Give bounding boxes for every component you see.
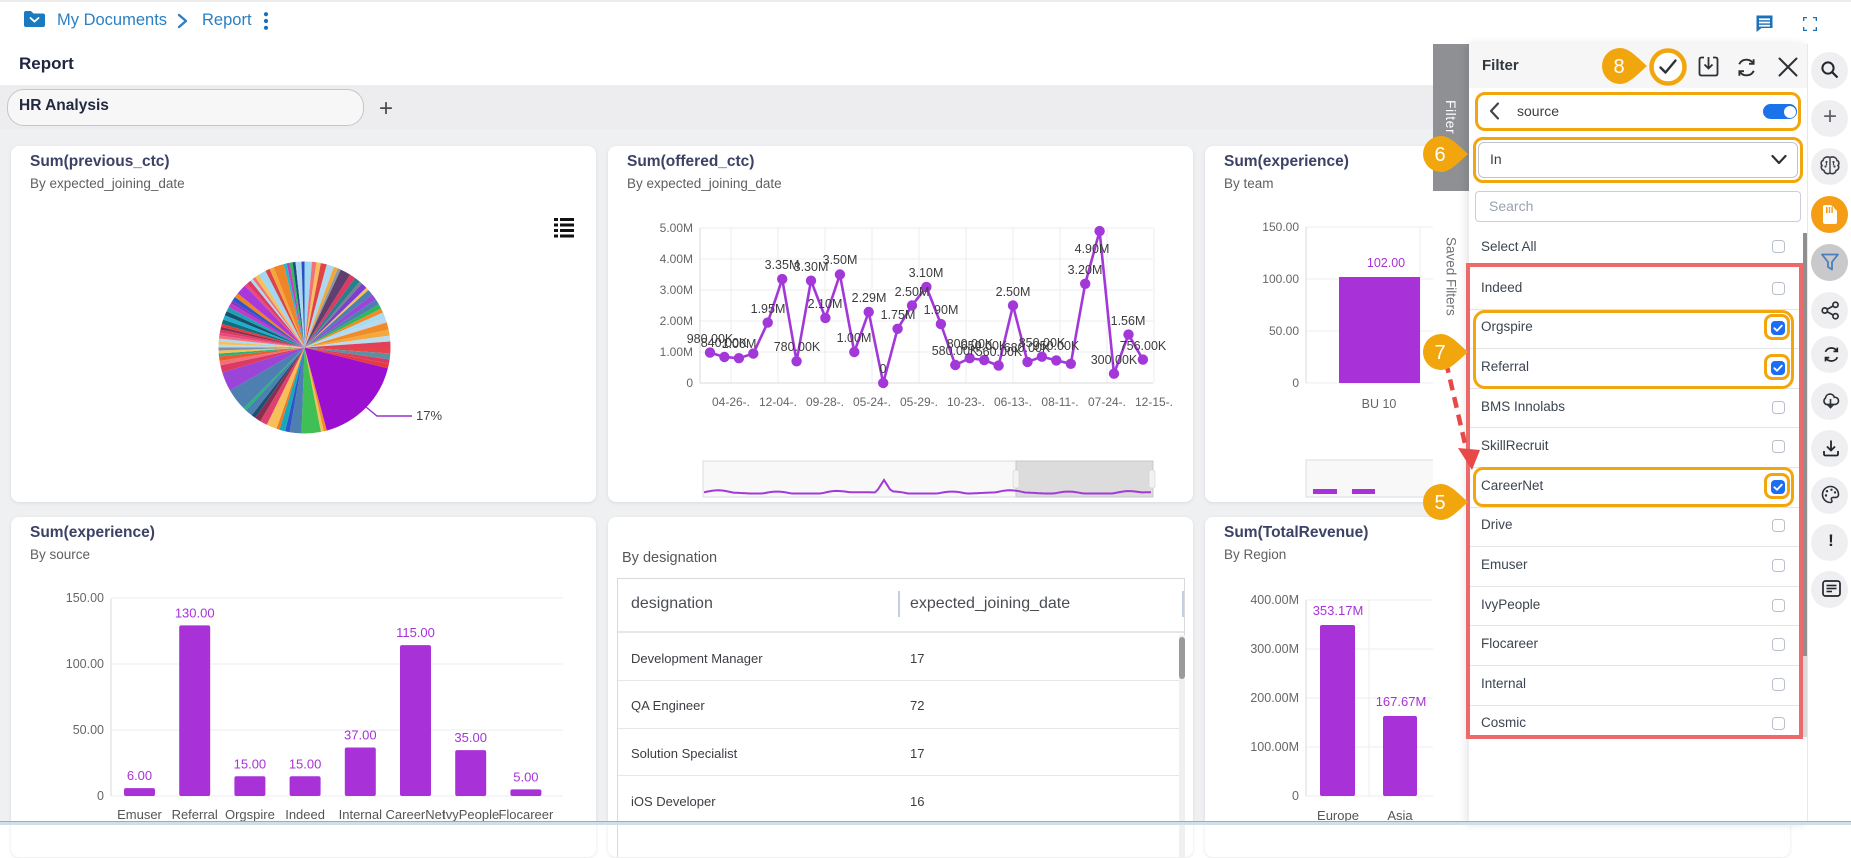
svg-text:2.50M: 2.50M bbox=[895, 285, 930, 299]
svg-text:1.56M: 1.56M bbox=[1111, 314, 1146, 328]
svg-text:0: 0 bbox=[880, 362, 887, 376]
svg-text:1.95M: 1.95M bbox=[751, 302, 786, 316]
svg-text:2.10M: 2.10M bbox=[808, 297, 843, 311]
svg-text:0: 0 bbox=[1292, 376, 1299, 390]
svg-text:15.00: 15.00 bbox=[234, 756, 267, 771]
svg-text:150.00: 150.00 bbox=[1262, 220, 1299, 234]
svg-text:04-26-.: 04-26-. bbox=[712, 395, 750, 409]
svg-text:3.00M: 3.00M bbox=[660, 283, 693, 297]
svg-text:CareerNet: CareerNet bbox=[386, 807, 446, 822]
svg-text:10-23-.: 10-23-. bbox=[947, 395, 985, 409]
svg-text:BU 10: BU 10 bbox=[1362, 397, 1397, 411]
svg-text:35.00: 35.00 bbox=[454, 730, 487, 745]
svg-text:5.00: 5.00 bbox=[513, 769, 538, 784]
svg-text:8: 8 bbox=[1613, 56, 1624, 78]
svg-text:115.00: 115.00 bbox=[396, 625, 435, 640]
svg-text:6.00: 6.00 bbox=[127, 768, 152, 783]
svg-text:7: 7 bbox=[1434, 342, 1445, 364]
svg-text:3.20M: 3.20M bbox=[1068, 263, 1103, 277]
svg-text:650.00K: 650.00K bbox=[961, 339, 1008, 353]
svg-text:102.00: 102.00 bbox=[1367, 256, 1405, 270]
svg-text:Indeed: Indeed bbox=[285, 807, 325, 822]
svg-text:08-11-.: 08-11-. bbox=[1041, 395, 1078, 409]
svg-text:50.00: 50.00 bbox=[1269, 324, 1299, 338]
svg-text:130.00: 130.00 bbox=[175, 605, 215, 620]
svg-text:3.10M: 3.10M bbox=[909, 266, 944, 280]
svg-text:0: 0 bbox=[686, 376, 693, 390]
svg-text:Europe: Europe bbox=[1317, 808, 1359, 823]
svg-text:100.00: 100.00 bbox=[1262, 272, 1299, 286]
svg-text:15.00: 15.00 bbox=[289, 756, 322, 771]
svg-text:840.00K: 840.00K bbox=[701, 336, 748, 350]
svg-text:756.00K: 756.00K bbox=[1120, 339, 1167, 353]
svg-text:4.90M: 4.90M bbox=[1075, 242, 1110, 256]
svg-text:2.50M: 2.50M bbox=[996, 285, 1031, 299]
svg-text:07-24-.: 07-24-. bbox=[1088, 395, 1126, 409]
svg-text:200.00M: 200.00M bbox=[1250, 691, 1299, 705]
svg-text:6: 6 bbox=[1434, 144, 1445, 166]
svg-text:2.00M: 2.00M bbox=[660, 314, 693, 328]
svg-text:100.00: 100.00 bbox=[66, 657, 104, 671]
svg-text:2.29M: 2.29M bbox=[852, 291, 887, 305]
svg-text:12-04-.: 12-04-. bbox=[759, 395, 797, 409]
svg-text:980.00K: 980.00K bbox=[687, 332, 734, 346]
svg-text:680.00K: 680.00K bbox=[1004, 341, 1051, 355]
svg-text:Asia: Asia bbox=[1387, 808, 1413, 823]
svg-text:3.30M: 3.30M bbox=[794, 260, 829, 274]
svg-text:580.00K: 580.00K bbox=[932, 344, 979, 358]
svg-text:Orgspire: Orgspire bbox=[225, 807, 275, 822]
svg-text:Referral: Referral bbox=[172, 807, 218, 822]
svg-text:06-13-.: 06-13-. bbox=[994, 395, 1032, 409]
svg-text:05-24-.: 05-24-. bbox=[853, 395, 891, 409]
svg-text:353.17M: 353.17M bbox=[1313, 603, 1364, 618]
svg-text:950.00K: 950.00K bbox=[1033, 339, 1080, 353]
svg-text:17%: 17% bbox=[416, 408, 442, 423]
svg-text:1.00M: 1.00M bbox=[722, 337, 757, 351]
svg-text:300.00M: 300.00M bbox=[1250, 642, 1299, 656]
svg-text:05-29-.: 05-29-. bbox=[900, 395, 938, 409]
svg-text:09-28-.: 09-28-. bbox=[806, 395, 844, 409]
svg-text:300.00K: 300.00K bbox=[1091, 353, 1138, 367]
svg-text:150.00: 150.00 bbox=[66, 591, 104, 605]
svg-text:3.35M: 3.35M bbox=[765, 258, 800, 272]
svg-text:5.00M: 5.00M bbox=[660, 221, 693, 235]
svg-text:12-15-.: 12-15-. bbox=[1135, 395, 1173, 409]
svg-text:0: 0 bbox=[97, 789, 104, 803]
svg-text:850.00K: 850.00K bbox=[1019, 336, 1066, 350]
svg-text:50.00: 50.00 bbox=[73, 723, 104, 737]
svg-text:400.00M: 400.00M bbox=[1250, 593, 1299, 607]
svg-text:1.75M: 1.75M bbox=[881, 308, 916, 322]
svg-text:5: 5 bbox=[1434, 492, 1445, 514]
svg-text:100.00M: 100.00M bbox=[1250, 740, 1299, 754]
svg-text:Internal: Internal bbox=[339, 807, 382, 822]
svg-text:560.00K: 560.00K bbox=[976, 345, 1023, 359]
svg-text:IvyPeople: IvyPeople bbox=[442, 807, 499, 822]
svg-text:167.67M: 167.67M bbox=[1376, 694, 1427, 709]
svg-text:Emuser: Emuser bbox=[117, 807, 162, 822]
svg-text:3.50M: 3.50M bbox=[823, 253, 858, 267]
svg-text:37.00: 37.00 bbox=[344, 728, 377, 743]
svg-text:Flocareer: Flocareer bbox=[498, 807, 554, 822]
svg-text:4.00M: 4.00M bbox=[660, 252, 693, 266]
svg-text:1.90M: 1.90M bbox=[924, 303, 959, 317]
svg-text:0: 0 bbox=[1292, 789, 1299, 803]
svg-text:800.00K: 800.00K bbox=[947, 337, 994, 351]
svg-text:1.00M: 1.00M bbox=[660, 345, 693, 359]
svg-text:780.00K: 780.00K bbox=[774, 340, 821, 354]
svg-text:1.00M: 1.00M bbox=[837, 331, 872, 345]
